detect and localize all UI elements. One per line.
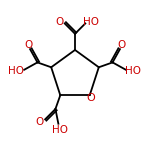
Text: HO: HO (125, 66, 141, 76)
Text: O: O (55, 17, 64, 27)
Text: HO: HO (52, 125, 68, 135)
Text: O: O (87, 93, 95, 104)
Text: O: O (24, 40, 33, 51)
Text: O: O (117, 40, 126, 51)
Text: HO: HO (83, 17, 99, 27)
Text: HO: HO (8, 66, 24, 76)
Text: O: O (36, 117, 44, 127)
